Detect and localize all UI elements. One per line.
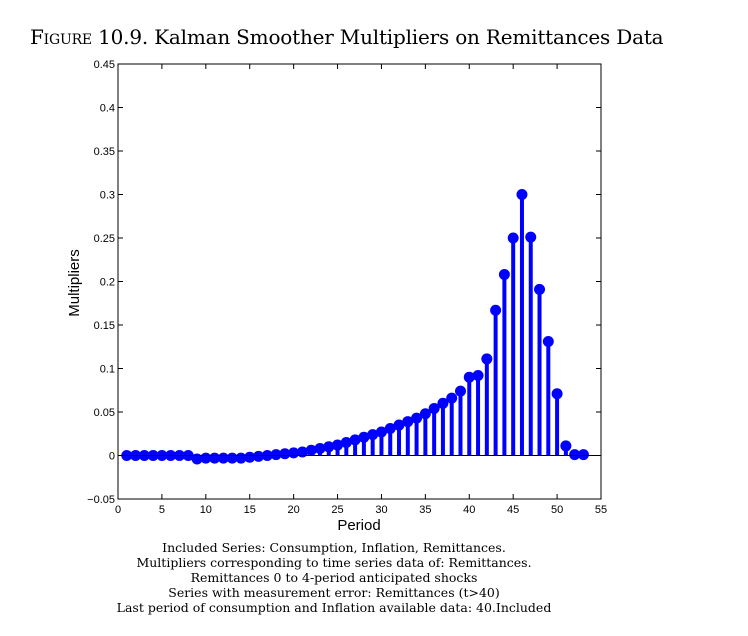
figure-title: Figure 10.9. Kalman Smoother Multipliers… <box>30 25 664 49</box>
stem-marker <box>463 371 475 383</box>
stem-series <box>121 189 589 465</box>
y-tick-label: 0.2 <box>100 277 115 289</box>
y-tick-label: 0.25 <box>94 233 115 245</box>
figure-label: Figure <box>30 25 92 49</box>
stem-marker <box>244 451 256 463</box>
stem-marker <box>542 336 554 348</box>
stem-marker <box>534 283 546 295</box>
stem-marker <box>384 423 396 435</box>
stem-marker <box>472 369 484 381</box>
stem-marker <box>551 388 563 400</box>
stem-chart: 0 5 10 15 20 25 30 35 40 45 50 55 −0.0500.050.10.15… <box>66 59 607 534</box>
y-tick-label: 0.3 <box>100 190 115 202</box>
stem-marker <box>367 429 379 441</box>
y-tick-label: 0.45 <box>94 59 115 71</box>
x-tick-label: 55 <box>595 504 607 516</box>
stem-marker <box>323 441 335 453</box>
x-tick-label: 25 <box>331 504 343 516</box>
x-tick-label: 45 <box>507 504 519 516</box>
y-tick-label: 0.35 <box>94 146 115 158</box>
y-tick-label: −0.05 <box>87 494 115 506</box>
x-tick-label: 5 <box>159 504 165 516</box>
x-tick-label: 0 <box>115 504 121 516</box>
stem-marker <box>437 397 449 409</box>
note-line: Multipliers corresponding to time series… <box>136 555 532 570</box>
stem-marker <box>191 453 203 465</box>
note-line: Series with measurement error: Remittanc… <box>168 585 500 600</box>
stem-marker <box>332 439 344 451</box>
stem-marker <box>270 449 282 461</box>
x-tick-label: 15 <box>244 504 256 516</box>
stem-marker <box>340 436 352 448</box>
y-tick-label: 0.4 <box>100 103 115 115</box>
stem-marker <box>498 269 510 281</box>
x-tick-label: 10 <box>200 504 212 516</box>
x-tick-label: 20 <box>288 504 300 516</box>
stem-marker <box>525 231 537 243</box>
stem-marker <box>507 232 519 244</box>
stem-marker <box>349 434 361 446</box>
note-line: Included Series: Consumption, Inflation,… <box>162 540 506 555</box>
stem-marker <box>305 444 317 456</box>
stem-marker <box>446 392 458 404</box>
stem-marker <box>393 419 405 431</box>
stem-marker <box>490 304 502 316</box>
stem-marker <box>577 449 589 461</box>
figure-notes: Included Series: Consumption, Inflation,… <box>0 540 668 615</box>
stem-marker <box>560 440 572 452</box>
stem-marker <box>358 431 370 443</box>
y-axis-title: Multipliers <box>66 249 83 317</box>
stem-marker <box>454 385 466 397</box>
stem-marker <box>411 412 423 424</box>
stem-marker <box>402 416 414 428</box>
x-tick-label: 30 <box>375 504 387 516</box>
axes <box>117 63 602 500</box>
note-line: Remittances 0 to 4-period anticipated sh… <box>190 570 478 585</box>
stem-marker <box>296 446 308 458</box>
stem-marker <box>481 353 493 365</box>
stem-marker <box>428 403 440 415</box>
stem-marker <box>419 408 431 420</box>
stem-marker <box>375 426 387 438</box>
y-tick-label: 0 <box>109 451 115 463</box>
stem-marker <box>279 448 291 460</box>
y-tick-label: 0.1 <box>100 364 115 376</box>
note-line: Last period of consumption and Inflation… <box>116 600 552 615</box>
figure-title-text: Kalman Smoother Multipliers on Remittanc… <box>154 25 664 49</box>
figure-number: 10.9. <box>98 25 149 49</box>
y-axis-ticks: −0.05 0 0.05 0.1 0.15 0.2 0.25 0.3 0.35 0.4 0.45 <box>87 59 601 506</box>
stem-marker <box>314 443 326 455</box>
stem-marker <box>569 449 581 461</box>
plot-frame <box>117 63 602 500</box>
x-axis-ticks: 0 5 10 15 20 25 30 35 40 45 50 55 <box>115 64 607 516</box>
y-tick-label: 0.05 <box>94 407 115 419</box>
x-tick-label: 35 <box>419 504 431 516</box>
x-axis-title: Period <box>337 517 380 534</box>
stem-marker <box>253 450 265 462</box>
y-tick-label: 0.15 <box>94 320 115 332</box>
x-tick-label: 40 <box>463 504 475 516</box>
stem-marker <box>516 189 528 200</box>
x-tick-label: 50 <box>551 504 563 516</box>
